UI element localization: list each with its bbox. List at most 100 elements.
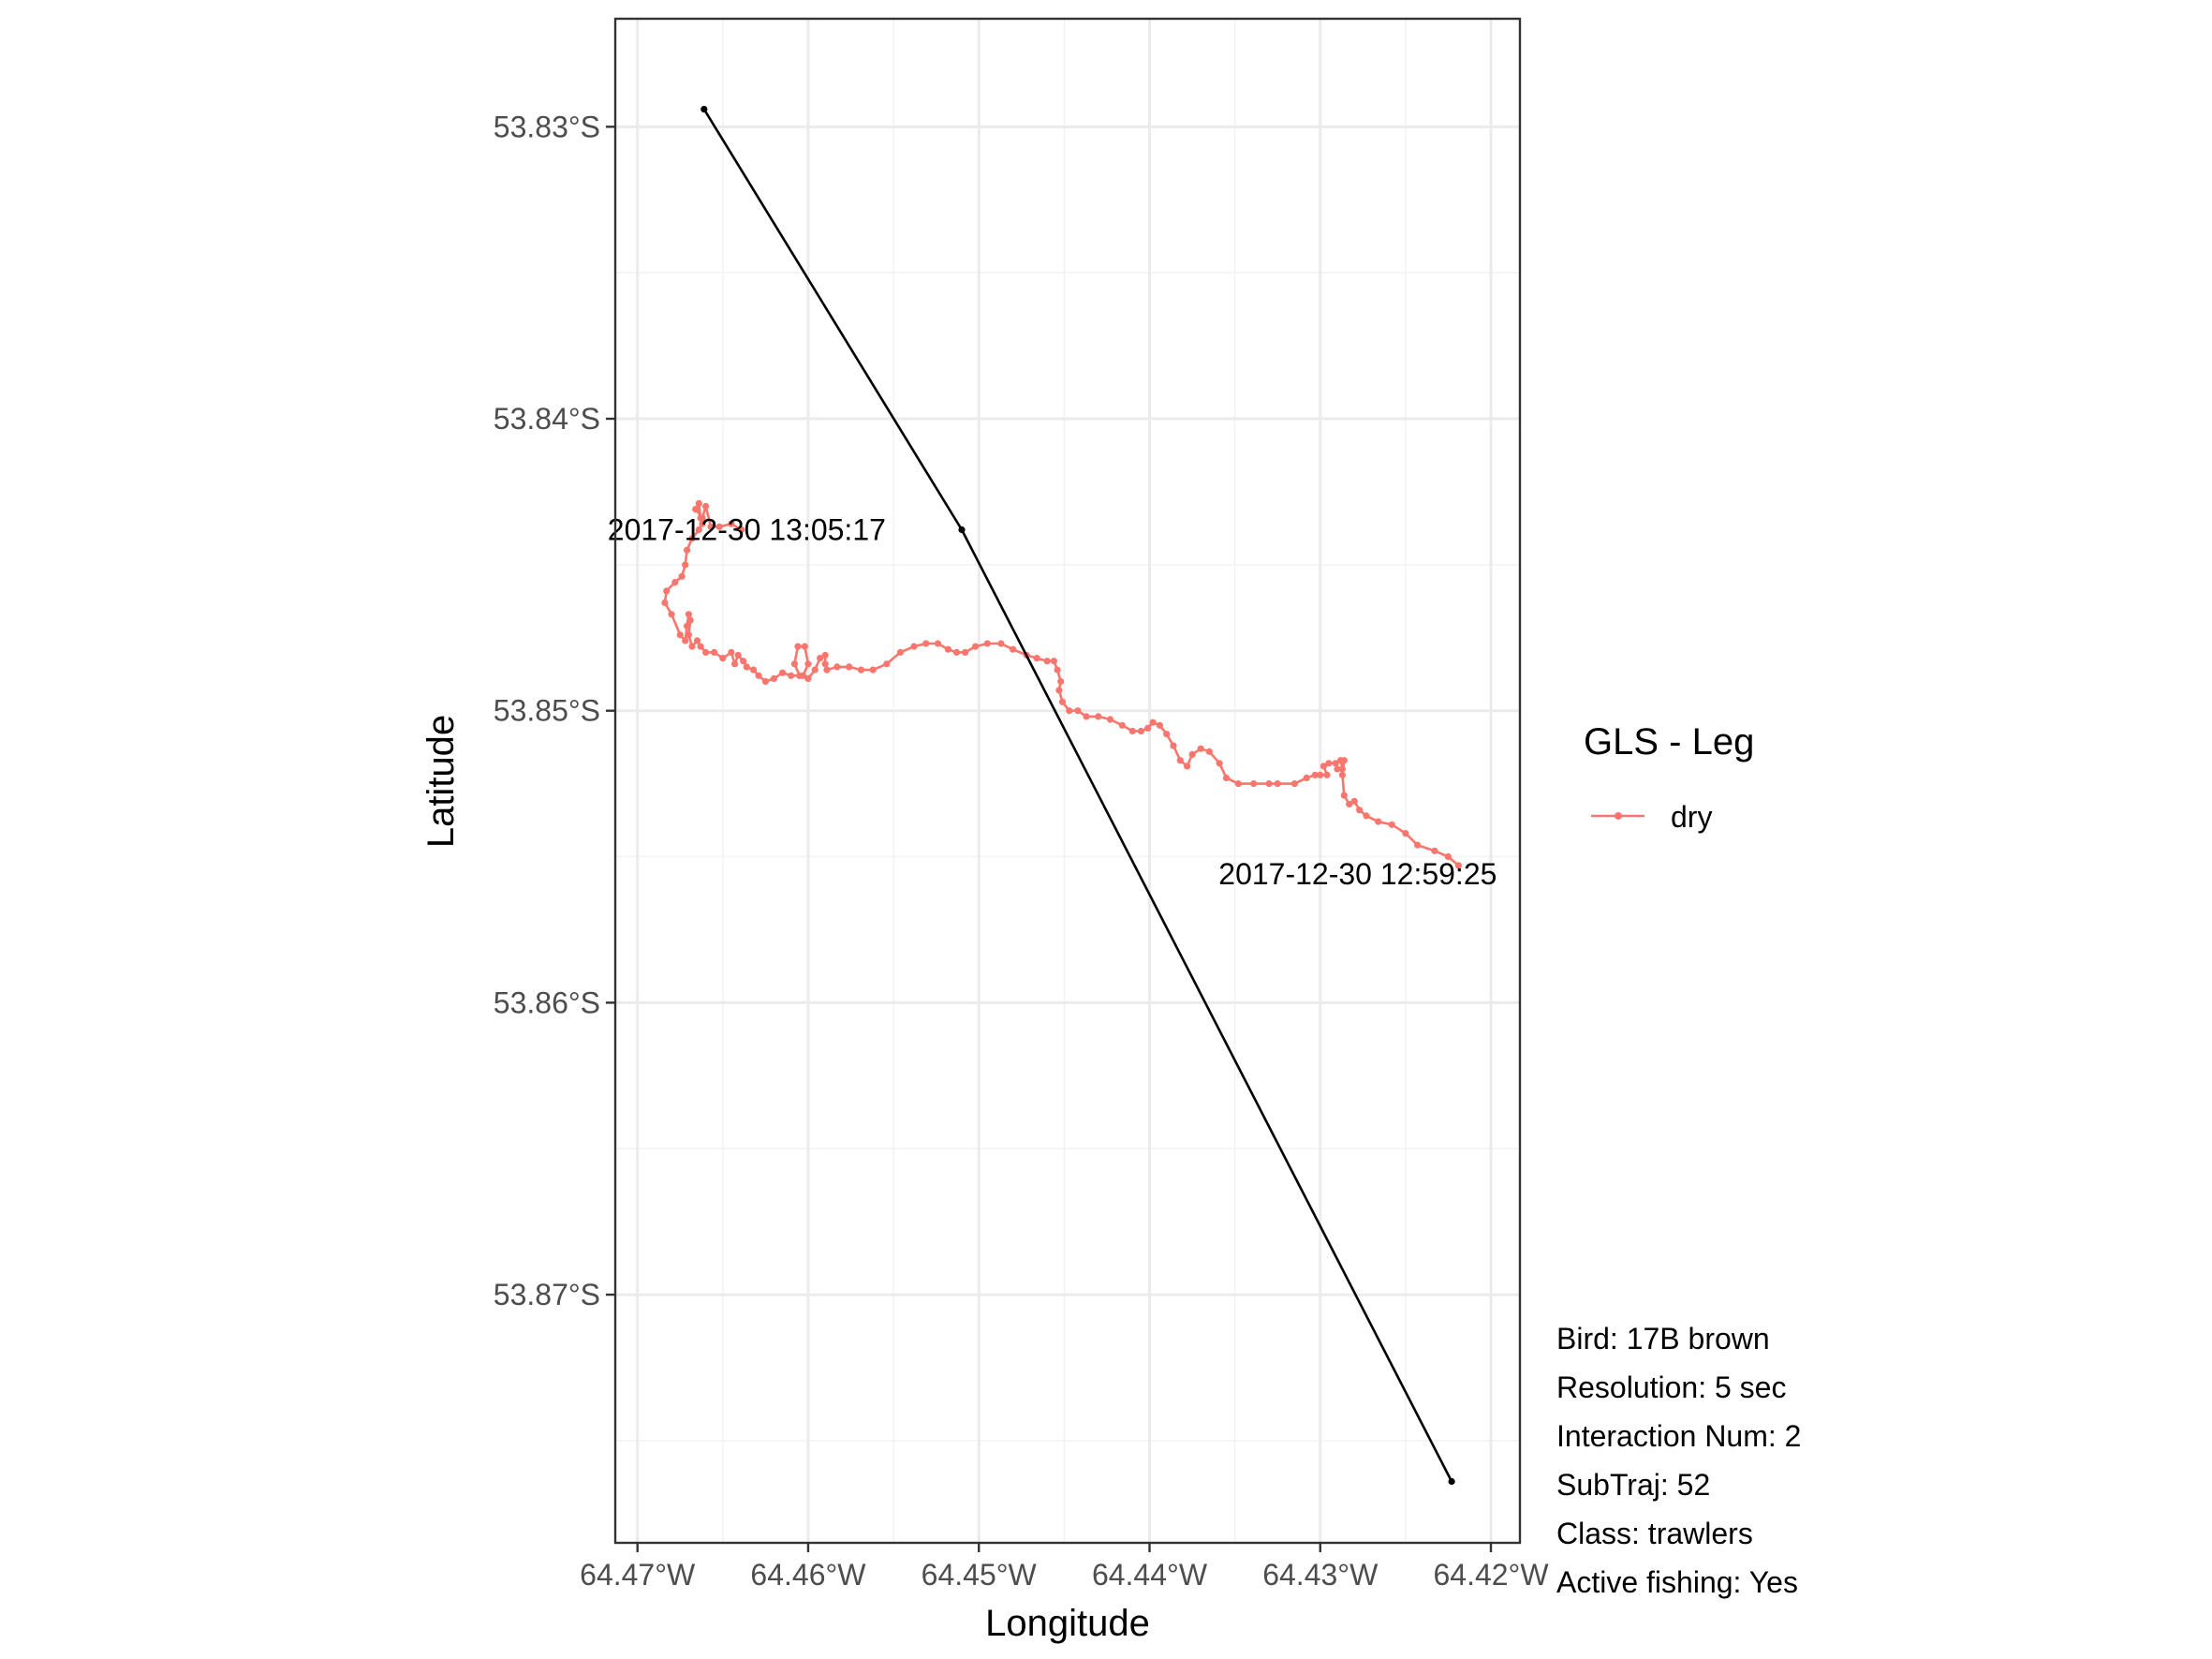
data-point [731,660,739,668]
data-point [804,674,812,683]
data-point [1317,771,1324,778]
data-point [702,502,710,511]
data-point [1290,780,1298,788]
data-point [663,587,671,595]
data-point [1334,765,1341,773]
data-point [1356,807,1364,814]
data-point [676,631,684,639]
data-point [1346,800,1353,808]
legend-key-point [1615,812,1622,820]
data-point [1274,780,1281,788]
data-point [997,640,1005,647]
data-point [1095,713,1102,720]
data-point [738,526,745,534]
series-layer [661,106,1462,1486]
x-tick-label: 64.47°W [580,1558,696,1592]
data-point [1332,760,1339,767]
data-point [688,535,696,542]
data-point [728,648,735,657]
x-tick-label: 64.42°W [1433,1558,1549,1592]
data-point [958,526,966,534]
data-point [700,106,708,113]
data-point [1010,645,1017,653]
y-axis-title: Latitude [420,715,462,848]
data-point [1043,658,1051,665]
data-point [910,643,918,650]
data-point [728,520,735,527]
y-tick-label: 53.85°S [494,694,600,728]
x-tick-label: 64.46°W [750,1558,866,1592]
series-dry [661,499,1462,869]
data-point [697,643,704,650]
data-point [1054,666,1061,674]
data-point [1222,774,1231,782]
legend: GLS - Leg dry [1584,721,1754,834]
data-point [685,611,693,618]
data-point [1058,698,1067,705]
data-point [952,648,961,657]
data-point [750,666,758,674]
data-point [1107,716,1114,723]
y-tick-label: 53.83°S [494,110,600,143]
x-axis-title: Longitude [985,1603,1150,1644]
data-point [678,572,686,580]
data-point [833,663,841,671]
info-line: Bird: 17B brown [1556,1322,1770,1355]
y-tick-label: 53.86°S [494,985,600,1019]
annotations: 2017-12-30 13:05:17 2017-12-30 12:59:25 [608,512,1497,891]
data-point [692,506,700,513]
data-point [695,526,702,534]
info-line: Interaction Num: 2 [1556,1419,1801,1453]
data-point [1128,727,1136,735]
data-point [1149,718,1157,726]
data-point [1414,841,1422,849]
data-point [682,637,689,644]
data-point [671,579,679,586]
data-point [734,651,742,659]
data-point [1033,655,1040,662]
data-point [693,637,701,644]
data-point [1163,731,1171,738]
data-point [1325,760,1333,767]
grid-lines [615,19,1520,1543]
data-point [1170,742,1177,749]
data-point [1337,757,1345,764]
data-point [823,666,831,674]
series-track-1 [700,106,1455,1486]
info-line: Class: trawlers [1556,1517,1753,1550]
data-point [821,651,829,659]
data-point [1303,774,1310,782]
data-point [1156,721,1163,729]
data-point [794,643,802,650]
data-point [779,669,787,676]
axis-ticks: 64.47°W 64.46°W 64.45°W 64.44°W 64.43°W 64.42… [494,110,1550,1592]
data-point [740,658,747,665]
timestamp-annotation: 2017-12-30 12:59:25 [1218,857,1497,891]
data-point [944,645,952,653]
data-point [695,499,702,508]
data-point [1144,724,1152,733]
data-point [1454,862,1462,869]
data-point [896,648,905,657]
legend-title: GLS - Leg [1584,721,1754,763]
info-line: SubTraj: 52 [1556,1468,1710,1502]
data-point [1265,780,1273,788]
data-point [743,663,750,671]
data-point [682,561,689,569]
data-point [702,648,710,657]
data-point [796,672,804,679]
data-point [770,674,778,683]
data-point [1323,771,1331,778]
data-point [883,660,891,668]
data-point [1320,763,1327,770]
timestamp-annotation: 2017-12-30 13:05:17 [608,512,886,546]
data-point [1074,707,1082,715]
data-point [707,523,715,530]
data-point [1338,771,1346,778]
data-point [1234,780,1242,788]
y-tick-label: 53.87°S [494,1278,600,1311]
data-point [1431,847,1438,854]
data-point [699,520,706,527]
data-point [1184,763,1191,770]
data-point [685,631,693,639]
